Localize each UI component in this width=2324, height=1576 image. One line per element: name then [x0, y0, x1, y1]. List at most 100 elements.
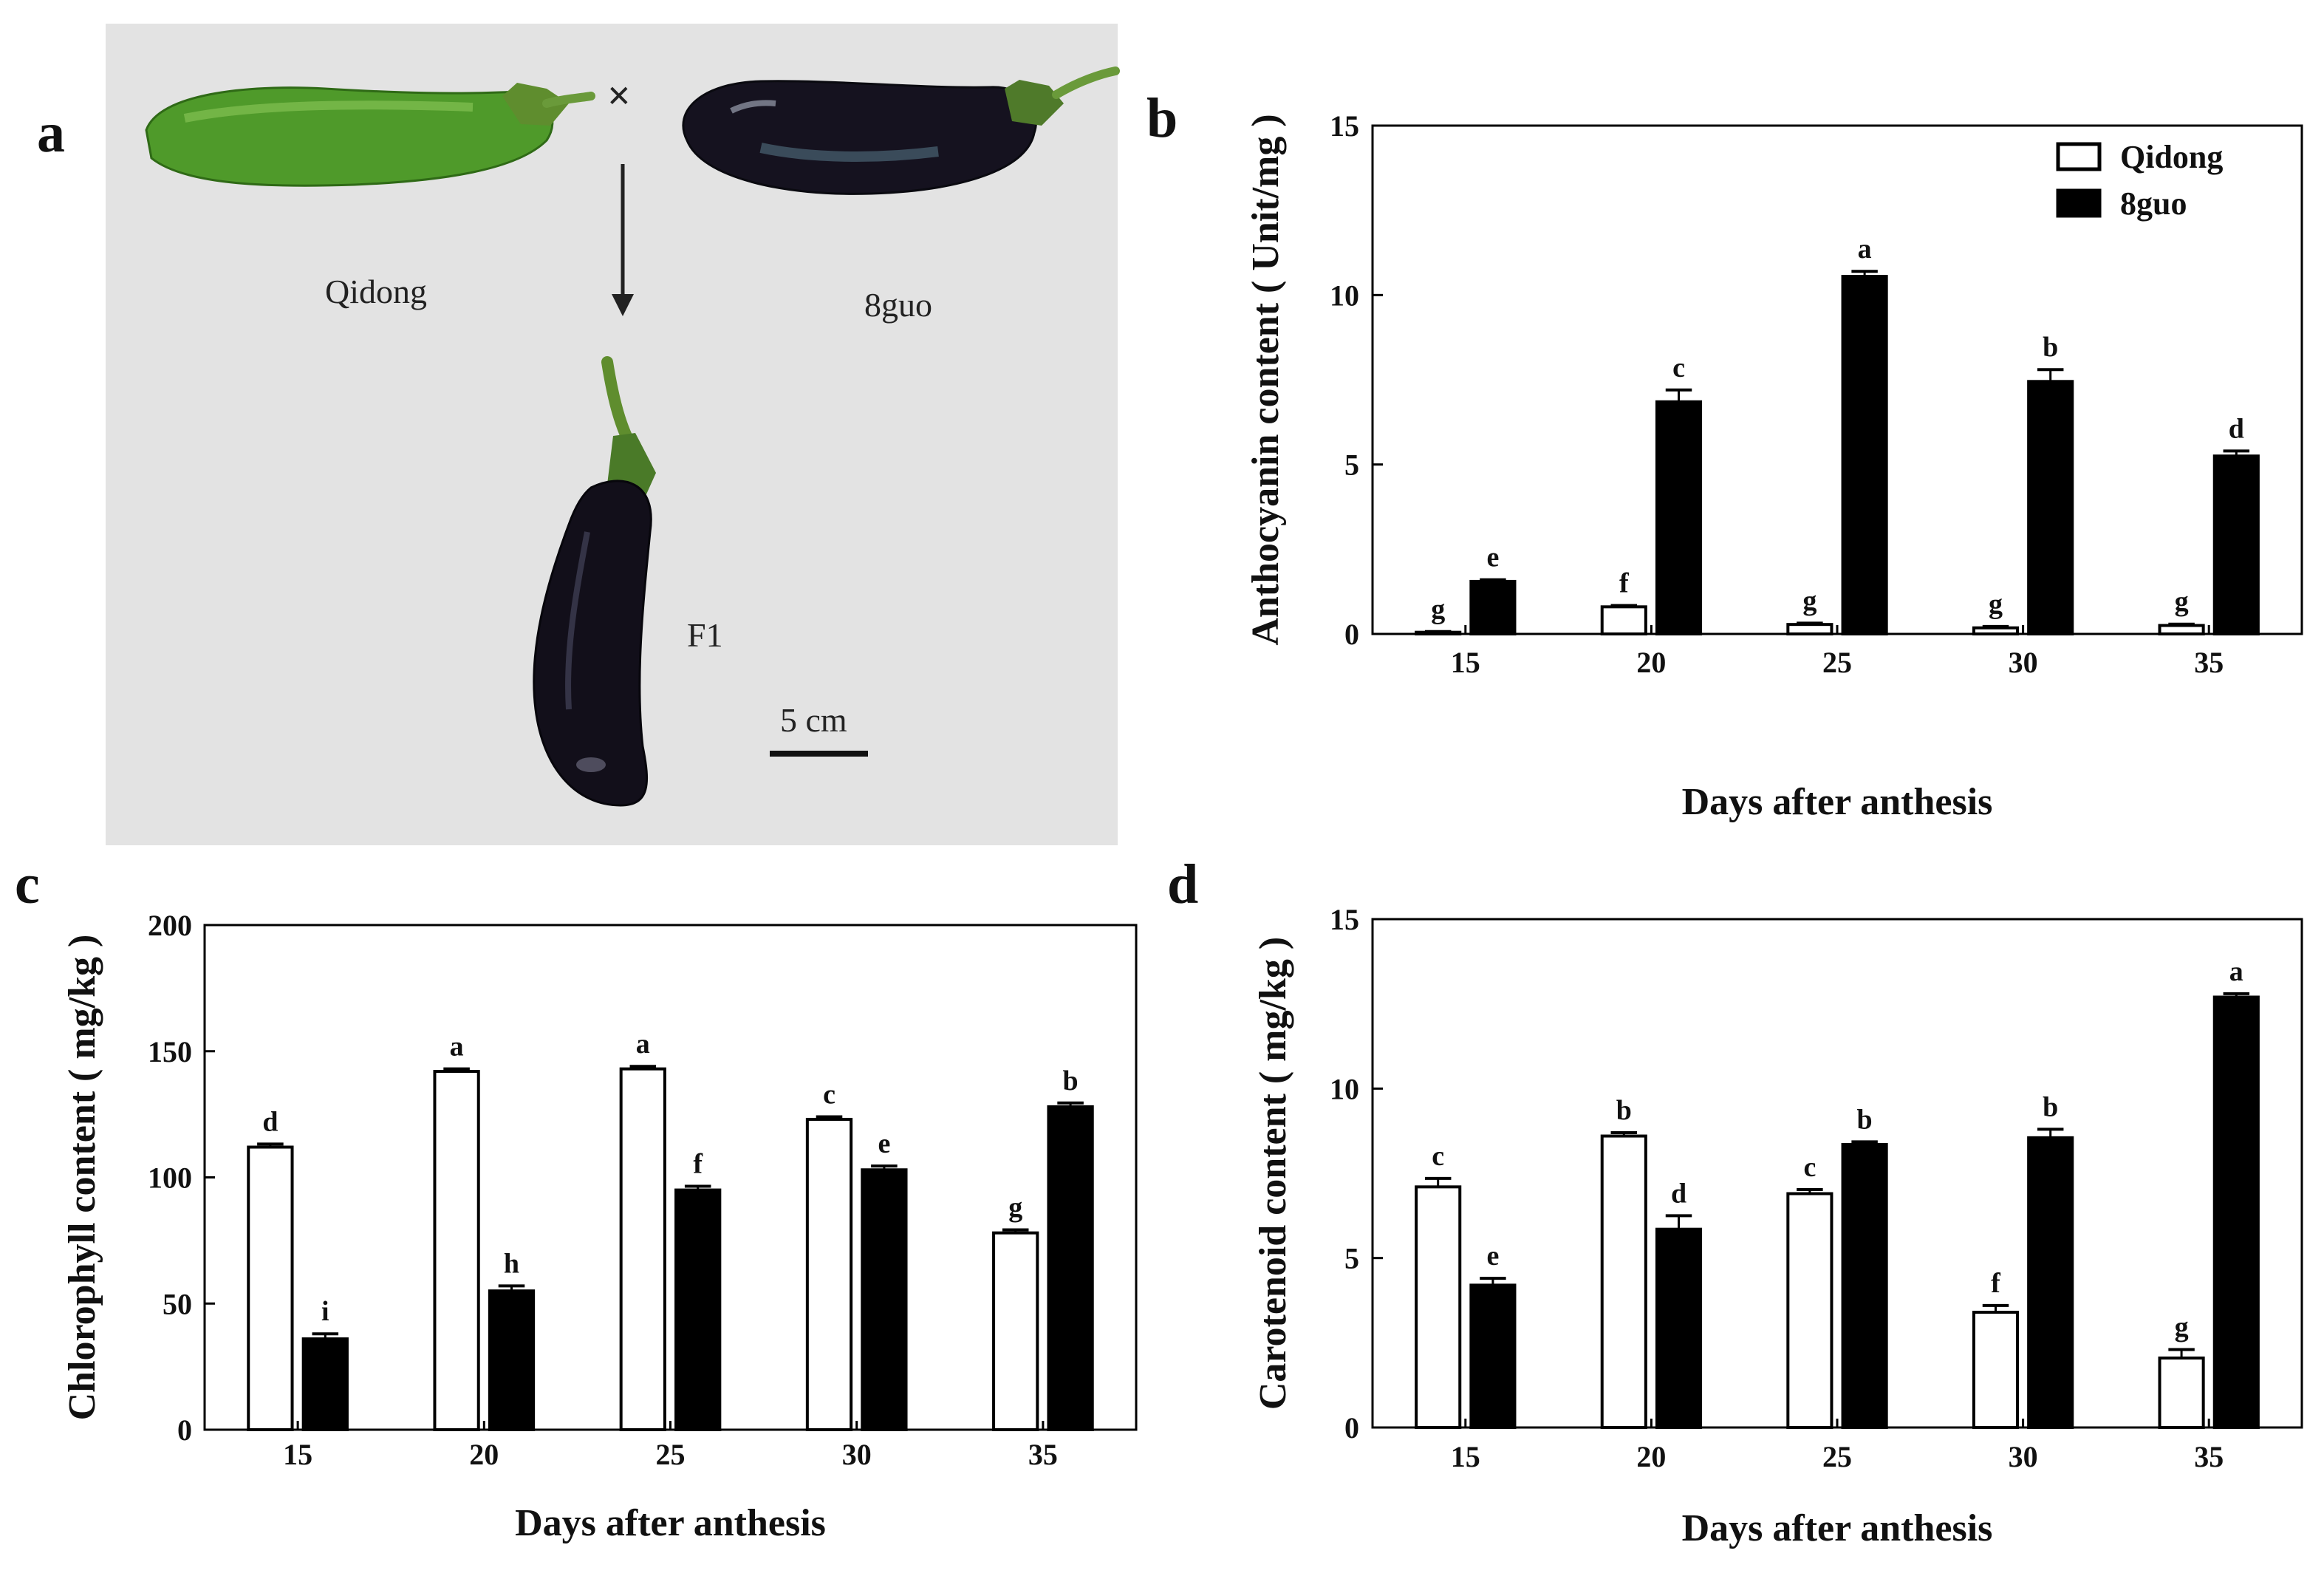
significance-label: c: [823, 1079, 835, 1111]
x-tick-label: 15: [1451, 646, 1480, 679]
bar-qidong-15: [247, 1145, 294, 1432]
scale-bar-label: 5 cm: [780, 701, 847, 739]
significance-label: i: [321, 1296, 329, 1327]
significance-label: a: [1858, 233, 1872, 265]
bar-qidong-20: [1600, 1134, 1647, 1429]
bar-qidong-25: [1786, 1192, 1833, 1430]
qidong-fruit-image: [145, 83, 595, 187]
bar-8guo-25: [674, 1188, 722, 1431]
bar-8guo-30: [861, 1168, 908, 1431]
bar-8guo-15: [301, 1337, 349, 1432]
bar-qidong-20: [433, 1070, 480, 1431]
x-tick-label: 20: [1636, 1440, 1666, 1473]
bar-8guo-20: [488, 1289, 536, 1432]
y-tick-label: 15: [1330, 903, 1359, 936]
y-tick-label: 10: [1330, 1072, 1359, 1105]
y-tick-label: 0: [177, 1413, 192, 1447]
bar-8guo-25: [1841, 1143, 1888, 1429]
bar-qidong-15: [1415, 1185, 1462, 1429]
significance-label: e: [1486, 1241, 1499, 1272]
x-tick-label: 30: [2009, 646, 2038, 679]
bar-qidong-20: [1600, 605, 1647, 635]
significance-label: h: [504, 1248, 519, 1279]
f1-fruit-image: [533, 356, 656, 807]
x-tick-label: 30: [2009, 1440, 2038, 1473]
x-tick-label: 20: [1636, 646, 1666, 679]
significance-label: g: [2175, 1312, 2189, 1343]
significance-label: c: [1432, 1141, 1444, 1172]
bar-8guo-25: [1841, 275, 1888, 635]
significance-label: g: [1802, 585, 1817, 616]
y-tick-label: 100: [148, 1161, 192, 1195]
panel-letter-d: d: [1167, 853, 1198, 915]
x-tick-label: 25: [1822, 646, 1852, 679]
x-tick-label: 35: [2194, 646, 2224, 679]
x-tick-label: 15: [283, 1438, 312, 1471]
x-tick-label: 30: [842, 1438, 872, 1471]
y-tick-label: 10: [1330, 279, 1359, 312]
legend-swatch-8guo: [2056, 188, 2102, 218]
significance-label: b: [2043, 332, 2058, 363]
y-tick-label: 0: [1344, 618, 1359, 651]
bar-qidong-35: [2158, 1356, 2205, 1430]
chart-c-chlorophyll: c 0 50 100 150 200 15 d i 20 a h 25 a f 30 c e 35 g b Days af…: [15, 853, 1138, 1544]
x-tick-label: 25: [656, 1438, 686, 1471]
panel-letter-c: c: [15, 853, 40, 915]
bar-qidong-25: [619, 1067, 666, 1432]
x-axis-title: Days after anthesis: [515, 1502, 826, 1544]
x-tick-label: 35: [2194, 1440, 2224, 1473]
significance-label: b: [1063, 1065, 1079, 1096]
significance-label: a: [450, 1031, 464, 1062]
significance-label: c: [1803, 1152, 1816, 1183]
bar-8guo-30: [2027, 1136, 2074, 1429]
significance-label: b: [2043, 1091, 2058, 1122]
qidong-label: Qidong: [325, 273, 427, 310]
significance-label: g: [1989, 589, 2003, 620]
y-tick-label: 200: [148, 909, 192, 942]
x-axis-title: Days after anthesis: [1682, 781, 1993, 823]
significance-label: a: [636, 1029, 650, 1060]
y-tick-label: 15: [1330, 109, 1359, 143]
x-tick-label: 15: [1451, 1440, 1480, 1473]
bar-8guo-20: [1655, 400, 1703, 636]
8guo-label: 8guo: [864, 286, 932, 324]
cross-symbol: ×: [607, 73, 631, 119]
y-axis-title: Carotenoid content ( mg/kg ): [1252, 937, 1294, 1410]
bar-qidong-30: [1972, 1311, 2020, 1430]
panel-letter-a: a: [37, 102, 65, 164]
chart-d-carotenoid: d 0 5 10 15 15 c e 20 b d 25 c b 30 f b 35 g a Days after an…: [1167, 853, 2303, 1549]
legend-label-8guo: 8guo: [2120, 185, 2187, 222]
significance-label: g: [2175, 587, 2189, 618]
significance-label: a: [2229, 956, 2243, 987]
significance-label: c: [1672, 352, 1685, 383]
x-axis-title: Days after anthesis: [1682, 1507, 1993, 1549]
bar-qidong-25: [1786, 623, 1833, 636]
bar-qidong-30: [805, 1117, 853, 1431]
bar-qidong-35: [992, 1231, 1039, 1431]
panel-a: a × Qidong 8guo: [37, 24, 1120, 845]
bar-8guo-35: [2212, 995, 2260, 1429]
panel-letter-b: b: [1146, 87, 1178, 149]
bar-8guo-20: [1655, 1227, 1703, 1430]
x-tick-label: 20: [469, 1438, 499, 1471]
legend-swatch-qidong: [2056, 142, 2102, 171]
significance-label: b: [1857, 1104, 1873, 1135]
bar-8guo-35: [1047, 1105, 1094, 1431]
significance-label: d: [1671, 1178, 1686, 1209]
y-tick-label: 50: [163, 1287, 192, 1320]
bar-8guo-15: [1469, 579, 1517, 636]
8guo-fruit-image: [682, 66, 1120, 195]
y-axis-title: Anthocyanin content ( Unit/mg ): [1245, 114, 1287, 645]
significance-label: e: [878, 1128, 890, 1159]
significance-label: e: [1486, 542, 1499, 573]
bar-8guo-15: [1469, 1283, 1517, 1429]
y-tick-label: 5: [1344, 448, 1359, 482]
bar-8guo-30: [2027, 380, 2074, 635]
significance-label: d: [2229, 413, 2244, 444]
significance-label: f: [1619, 567, 1630, 598]
significance-label: g: [1008, 1193, 1022, 1224]
bar-qidong-30: [1972, 626, 2020, 636]
f1-label: F1: [687, 616, 723, 654]
